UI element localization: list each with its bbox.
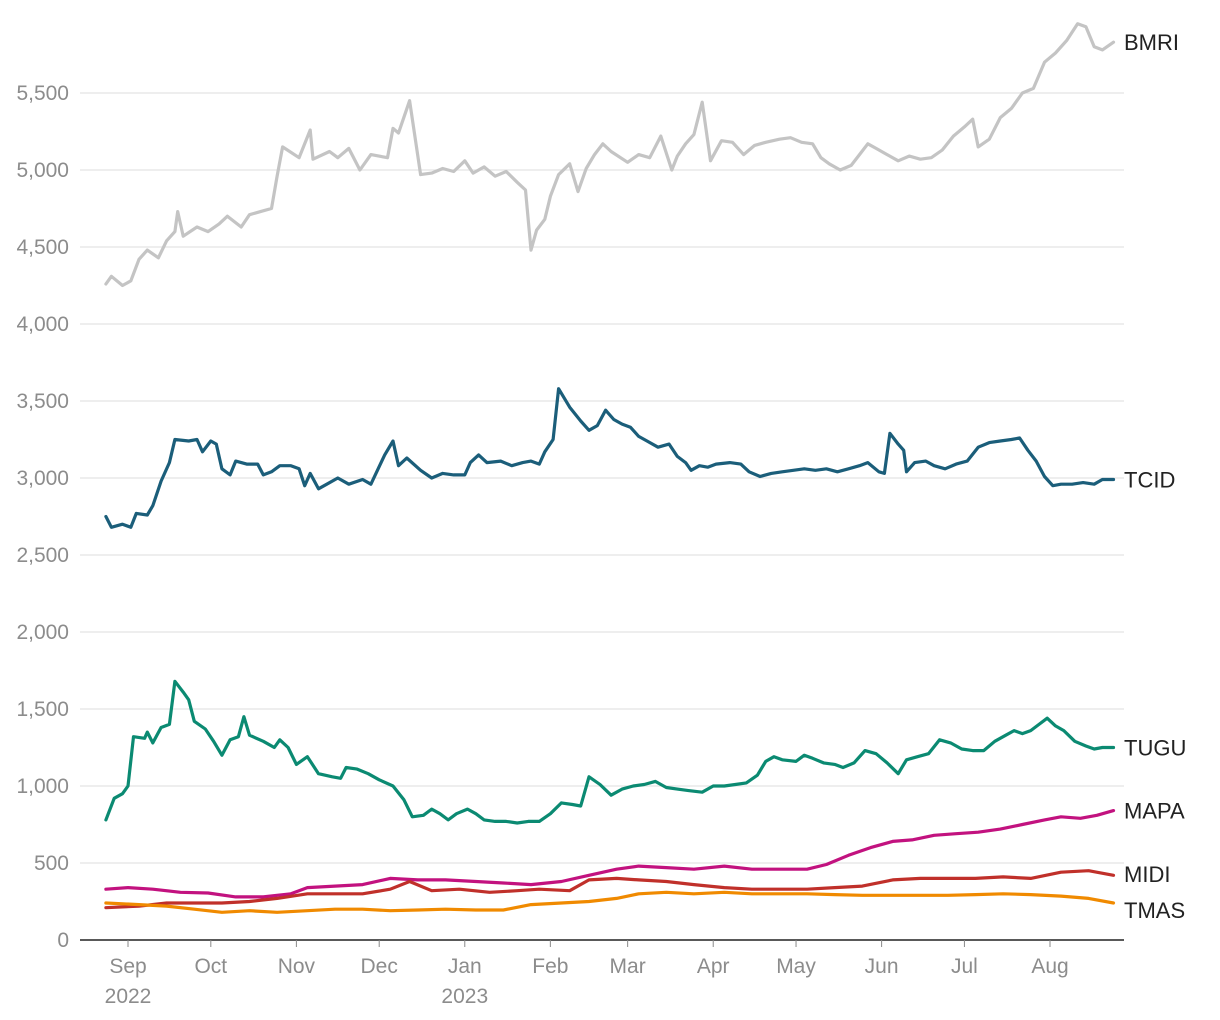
series-line-bmri <box>104 22 1116 288</box>
y-tick-label: 1,000 <box>16 775 69 798</box>
y-tick-label: 3,500 <box>16 390 69 413</box>
series-label-midi: MIDI <box>1124 862 1170 887</box>
y-tick-label: 500 <box>34 852 69 875</box>
x-tick-label: Sep <box>109 955 146 978</box>
x-tick-label: May <box>776 955 816 978</box>
y-tick-label: 4,000 <box>16 313 69 336</box>
series-lines <box>104 22 1116 914</box>
y-axis: 0 500 1,000 1,500 2,000 2,500 3,000 3,500 4,000 4… <box>16 82 69 952</box>
series-label-bmri: BMRI <box>1124 30 1179 55</box>
series-label-mapa: MAPA <box>1124 799 1185 824</box>
x-tick-label: Oct <box>194 955 227 978</box>
y-tick-label: 4,500 <box>16 236 69 259</box>
x-tick-label: Apr <box>697 955 730 978</box>
x-tick-label: Aug <box>1031 955 1068 978</box>
series-line-midi <box>104 869 1116 910</box>
series-line-tugu <box>104 679 1116 825</box>
series-label-tugu: TUGU <box>1124 736 1186 761</box>
series-label-tcid: TCID <box>1124 468 1175 493</box>
series-line-tmas <box>104 890 1116 914</box>
gridlines <box>80 92 1124 864</box>
y-tick-label: 5,000 <box>16 159 69 182</box>
x-tick-label: Nov <box>278 955 316 978</box>
x-tick-year-label: 2022 <box>105 985 152 1008</box>
y-tick-label: 5,500 <box>16 82 69 105</box>
y-tick-label: 1,500 <box>16 698 69 721</box>
y-tick-label: 3,000 <box>16 467 69 490</box>
series-label-tmas: TMAS <box>1124 898 1185 923</box>
x-tick-year-label: 2023 <box>441 985 488 1008</box>
y-tick-label: 2,000 <box>16 621 69 644</box>
x-tick-label: Jul <box>951 955 978 978</box>
x-tick-label: Jan <box>448 955 482 978</box>
x-tick-label: Feb <box>532 955 568 978</box>
series-line-tcid <box>104 387 1116 529</box>
series-labels: BMRI TCID TUGU MAPA MIDI TMAS <box>1124 30 1186 923</box>
y-tick-label: 2,500 <box>16 544 69 567</box>
x-axis: Sep 2022 Oct Nov Dec Jan 2023 Feb Mar Apr May Jun Ju… <box>80 939 1124 1008</box>
y-tick-label: 0 <box>57 929 69 952</box>
series-line-mapa <box>104 809 1116 899</box>
x-tick-label: Mar <box>610 955 646 978</box>
x-tick-label: Dec <box>361 955 398 978</box>
x-tick-label: Jun <box>865 955 899 978</box>
